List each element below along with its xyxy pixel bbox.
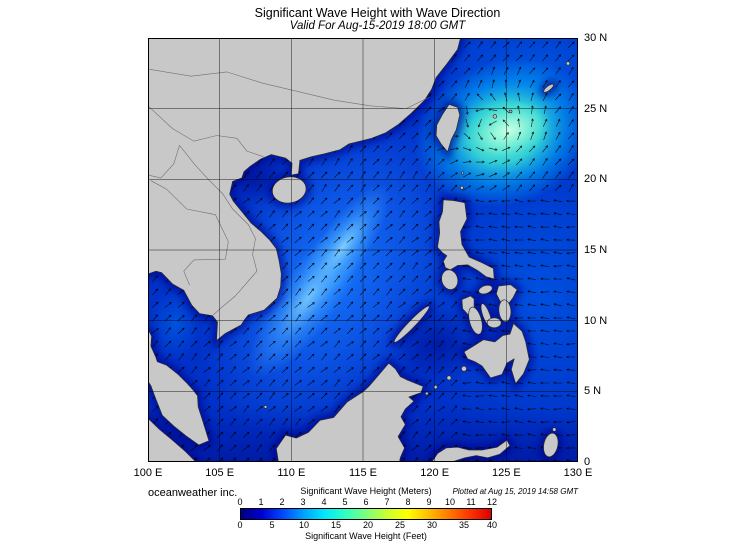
lat-label: 0 <box>584 456 591 468</box>
feet-tick: 0 <box>237 520 243 530</box>
feet-tick: 20 <box>363 520 374 530</box>
lon-label: 100 E <box>133 467 163 479</box>
wave-height-map <box>148 38 578 462</box>
meters-tick: 11 <box>466 497 476 507</box>
meters-tick: 4 <box>321 497 327 507</box>
feet-tick: 40 <box>486 520 498 530</box>
legend-color-bar <box>240 508 492 520</box>
longitude-axis: 100 E 105 E 110 E 115 E 120 E 125 E 130 E <box>134 467 593 481</box>
feet-tick: 10 <box>298 520 310 530</box>
feet-tick: 30 <box>427 520 438 530</box>
meters-tick: 10 <box>444 497 456 507</box>
lon-label: 115 E <box>349 467 377 479</box>
chart-subtitle: Valid For Aug-15-2019 18:00 GMT <box>289 20 466 32</box>
meters-tick: 1 <box>258 497 264 507</box>
feet-tick: 25 <box>395 520 406 530</box>
lat-label: 5 N <box>584 385 602 398</box>
legend-meters-label: Significant Wave Height (Meters) <box>300 486 432 496</box>
feet-tick: 35 <box>459 520 470 530</box>
lon-label: 130 E <box>563 467 593 479</box>
lon-label: 110 E <box>277 467 306 479</box>
legend-meters-ticks: 0 1 2 3 4 5 6 7 8 9 10 11 12 <box>237 497 497 508</box>
lon-label: 120 E <box>420 467 450 479</box>
credit-text: oceanweather inc. <box>148 487 238 499</box>
meters-tick: 6 <box>363 497 369 507</box>
map-area <box>148 38 578 462</box>
lat-label: 10 N <box>584 314 608 327</box>
legend-feet-label: Significant Wave Height (Feet) <box>305 531 427 541</box>
legend-feet-ticks: 0 5 10 15 20 25 30 35 40 <box>237 520 497 531</box>
meters-tick: 9 <box>426 497 432 507</box>
plotted-timestamp: Plotted at Aug 15, 2019 14:58 GMT <box>452 487 578 496</box>
lon-label: 125 E <box>491 467 521 479</box>
lat-label: 25 N <box>584 102 608 115</box>
lon-label: 105 E <box>205 467 235 479</box>
feet-tick: 5 <box>269 520 275 530</box>
meters-tick: 8 <box>405 497 411 507</box>
meters-tick: 0 <box>237 497 243 507</box>
feet-tick: 15 <box>330 520 342 530</box>
chart-title: Significant Wave Height with Wave Direct… <box>254 6 501 20</box>
meters-tick: 5 <box>342 497 348 507</box>
lat-label: 30 N <box>584 32 608 44</box>
meters-tick: 2 <box>279 497 285 507</box>
meters-tick: 12 <box>486 497 498 507</box>
lat-label: 20 N <box>584 173 608 186</box>
meters-tick: 7 <box>384 497 390 507</box>
latitude-axis: 30 N 25 N 20 N 15 N 10 N 5 N 0 <box>584 32 628 468</box>
meters-tick: 3 <box>300 497 306 507</box>
lat-label: 15 N <box>584 244 608 256</box>
